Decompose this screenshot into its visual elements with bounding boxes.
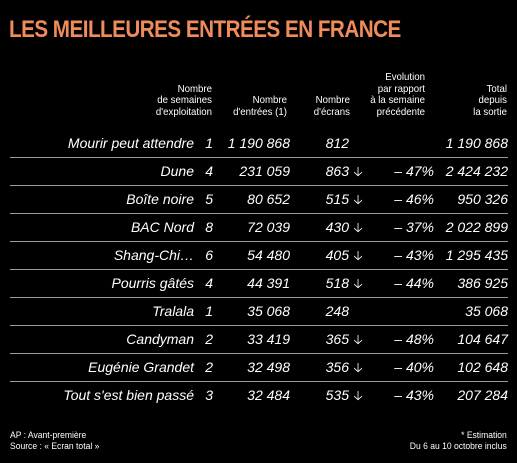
down-arrow-icon: [352, 298, 364, 325]
header-total-label: Total depuis la sortie: [473, 82, 507, 118]
evolution-value: – 44%: [394, 275, 434, 291]
footer-period: * Estimation Du 6 au 10 octobre inclus: [410, 430, 507, 452]
screens-value: 365: [325, 331, 349, 347]
film-title: BAC Nord: [130, 219, 194, 235]
table-row: Tout s'est bien passé 3 32 484 535 🡣 – 4…: [10, 382, 508, 409]
weeks-value: 3: [205, 387, 213, 403]
down-arrow-icon: 🡣: [353, 388, 363, 403]
evolution-value: – 47%: [394, 163, 434, 179]
weeks-value: 1: [205, 135, 213, 151]
header-screens-label: Nombre d'écrans: [313, 94, 350, 118]
film-title: Eugénie Grandet: [88, 359, 194, 375]
total-value: 2 424 232: [445, 163, 508, 179]
total-value: 207 284: [457, 387, 508, 403]
box-office-table: Mourir peut attendre 1 1 190 868 812 1 1…: [10, 130, 508, 409]
footnote-estimation: * Estimation: [461, 430, 507, 441]
entries-value: 32 484: [247, 387, 290, 403]
header-screens: Nombre d'écrans: [295, 76, 350, 118]
header-weeks-label: Nombre de semaines d'exploitation: [155, 82, 212, 118]
film-title: Pourris gâtés: [111, 275, 194, 291]
evolution-value: – 40%: [394, 359, 434, 375]
down-arrow-icon: 🡣: [353, 192, 363, 207]
table-row: Tralala 1 35 068 248 35 068: [10, 298, 508, 326]
table-row: Eugénie Grandet 2 32 498 356 🡣 – 40% 102…: [10, 354, 508, 382]
down-arrow-icon: [352, 130, 364, 157]
film-title: Tralala: [152, 303, 194, 319]
film-title: Shang-Chi…: [113, 247, 194, 263]
evolution-value: – 46%: [394, 191, 434, 207]
evolution-value: – 43%: [394, 387, 434, 403]
entries-value: 44 391: [247, 275, 290, 291]
weeks-value: 6: [205, 247, 213, 263]
evolution-value: – 43%: [394, 247, 434, 263]
total-value: 950 326: [457, 191, 508, 207]
total-value: 1 190 868: [445, 135, 508, 151]
table-row: Shang-Chi… 6 54 480 405 🡣 – 43% 1 295 43…: [10, 242, 508, 270]
header-entries: Nombre d'entrées (1): [213, 76, 287, 118]
total-value: 2 022 899: [445, 219, 508, 235]
entries-value: 231 059: [239, 163, 290, 179]
evolution-value: – 48%: [394, 331, 434, 347]
film-title: Boîte noire: [126, 191, 194, 207]
weeks-value: 4: [205, 163, 213, 179]
screens-value: 515: [325, 191, 349, 207]
film-title: Dune: [160, 163, 194, 179]
header-evolution: Evolution par rapport à la semaine précé…: [333, 61, 425, 118]
total-value: 35 068: [465, 303, 508, 319]
total-value: 1 295 435: [445, 247, 508, 263]
screens-value: 430: [325, 219, 349, 235]
down-arrow-icon: 🡣: [353, 276, 363, 291]
screens-value: 812: [325, 135, 349, 151]
entries-value: 33 419: [247, 331, 290, 347]
film-title: Candyman: [126, 331, 194, 347]
screens-value: 535: [325, 387, 349, 403]
footnote-ap: AP : Avant-première: [10, 430, 87, 441]
film-title: Mourir peut attendre: [67, 135, 194, 151]
screens-value: 356: [325, 359, 349, 375]
header-evolution-label: Evolution par rapport à la semaine précé…: [370, 71, 425, 118]
screens-value: 405: [325, 247, 349, 263]
page-title: LES MEILLEURES ENTRÉES EN FRANCE: [9, 16, 401, 43]
header-entries-label: Nombre d'entrées (1): [233, 94, 287, 118]
footnote-source: Source : « Ecran total »: [10, 441, 100, 452]
entries-value: 32 498: [247, 359, 290, 375]
table-row: Boîte noire 5 80 652 515 🡣 – 46% 950 326: [10, 186, 508, 214]
screens-value: 863: [325, 163, 349, 179]
screens-value: 248: [325, 303, 349, 319]
footnote-dates: Du 6 au 10 octobre inclus: [410, 441, 507, 452]
entries-value: 72 039: [247, 219, 290, 235]
total-value: 102 648: [457, 359, 508, 375]
evolution-value: – 37%: [394, 219, 434, 235]
weeks-value: 5: [205, 191, 213, 207]
screens-value: 518: [325, 275, 349, 291]
table-row: BAC Nord 8 72 039 430 🡣 – 37% 2 022 899: [10, 214, 508, 242]
weeks-value: 8: [205, 219, 213, 235]
entries-value: 54 480: [247, 247, 290, 263]
down-arrow-icon: 🡣: [353, 360, 363, 375]
down-arrow-icon: 🡣: [353, 164, 363, 179]
down-arrow-icon: 🡣: [353, 332, 363, 347]
header-weeks: Nombre de semaines d'exploitation: [129, 76, 212, 118]
down-arrow-icon: 🡣: [353, 248, 363, 263]
header-total: Total depuis la sortie: [443, 61, 507, 118]
down-arrow-icon: 🡣: [353, 220, 363, 235]
table-row: Dune 4 231 059 863 🡣 – 47% 2 424 232: [10, 158, 508, 186]
table-row: Mourir peut attendre 1 1 190 868 812 1 1…: [10, 130, 508, 158]
film-title: Tout s'est bien passé: [63, 387, 194, 403]
entries-value: 35 068: [247, 303, 290, 319]
total-value: 386 925: [457, 275, 508, 291]
weeks-value: 1: [205, 303, 213, 319]
table-row: Pourris gâtés 4 44 391 518 🡣 – 44% 386 9…: [10, 270, 508, 298]
table-row: Candyman 2 33 419 365 🡣 – 48% 104 647: [10, 326, 508, 354]
weeks-value: 4: [205, 275, 213, 291]
entries-value: 1 190 868: [227, 135, 290, 151]
entries-value: 80 652: [247, 191, 290, 207]
footer-notes: AP : Avant-première Source : « Ecran tot…: [10, 430, 99, 452]
weeks-value: 2: [205, 331, 213, 347]
total-value: 104 647: [457, 331, 508, 347]
weeks-value: 2: [205, 359, 213, 375]
